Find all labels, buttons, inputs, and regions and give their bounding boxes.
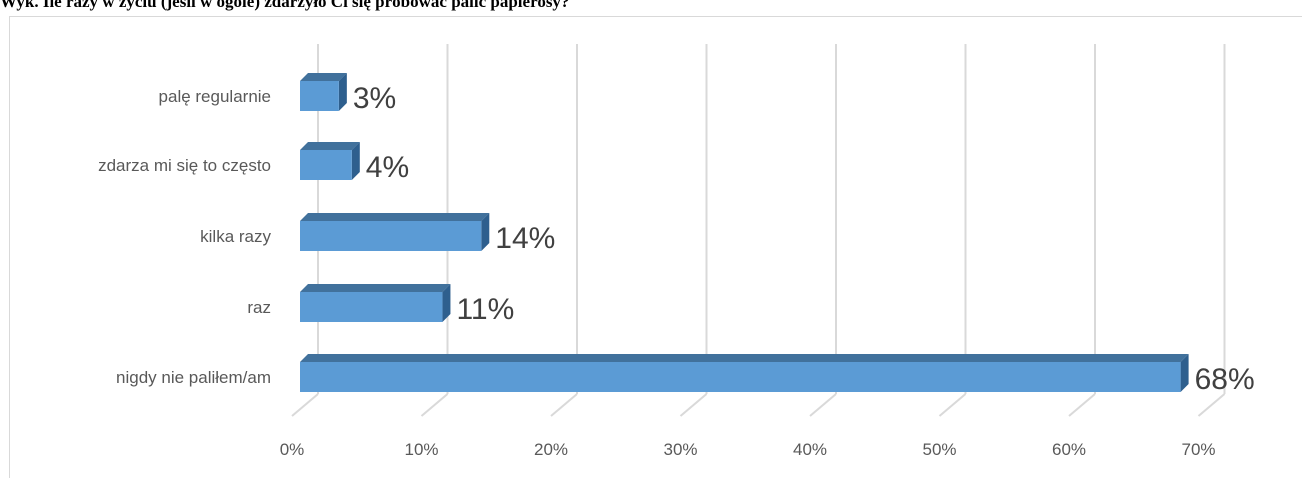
chart-frame (9, 16, 1302, 478)
x-tick-label: 50% (922, 440, 956, 459)
value-label: 68% (1195, 363, 1255, 396)
category-label: zdarza mi się to często (98, 156, 271, 175)
value-label: 4% (366, 151, 409, 184)
value-label: 11% (456, 293, 514, 326)
bar-side (481, 213, 490, 251)
x-tick-label: 10% (404, 440, 438, 459)
x-tick-label: 30% (663, 440, 697, 459)
bar-side (338, 73, 347, 111)
value-labels: 3% 4% 14% 11% 68% (353, 82, 1255, 396)
value-label: 3% (353, 82, 396, 115)
bar (300, 292, 443, 322)
bar-top (300, 142, 360, 150)
gridline-floor (938, 393, 967, 417)
gridline-floor (1197, 393, 1226, 417)
x-tick-label: 70% (1181, 440, 1215, 459)
bar (300, 362, 1181, 392)
category-labels: palę regularnie zdarza mi się to często ki… (98, 87, 271, 387)
value-label: 14% (495, 222, 555, 255)
gridline-floor (809, 393, 837, 417)
bar-top (300, 354, 1189, 362)
x-tick-label: 60% (1052, 440, 1086, 459)
gridline-floor (1068, 393, 1096, 417)
bar-top (300, 73, 347, 81)
bar (300, 150, 352, 180)
chart-title: Wyk. Ile razy w życiu (jeśli w ogóle) zd… (0, 0, 570, 11)
bar-side (1180, 354, 1189, 392)
category-label: palę regularnie (159, 87, 271, 106)
bars (300, 73, 1189, 392)
gridline-floor (291, 393, 319, 417)
bar-top (300, 213, 490, 221)
gridline-floor (550, 393, 578, 417)
gridline-floor (679, 393, 708, 417)
bar-side (442, 284, 451, 322)
category-label: kilka razy (200, 227, 271, 246)
category-label: nigdy nie paliłem/am (116, 368, 271, 387)
x-tick-label: 40% (793, 440, 827, 459)
category-label: raz (247, 298, 271, 317)
x-tick-label: 0% (280, 440, 305, 459)
x-tick-label: 20% (534, 440, 568, 459)
gridline-floor (420, 393, 449, 417)
x-tick-labels: 0% 10% 20% 30% 40% 50% 60% 70% (280, 440, 1216, 459)
bar-top (300, 284, 451, 292)
bar (300, 221, 482, 251)
bar-side (351, 142, 360, 180)
bar (300, 81, 339, 111)
